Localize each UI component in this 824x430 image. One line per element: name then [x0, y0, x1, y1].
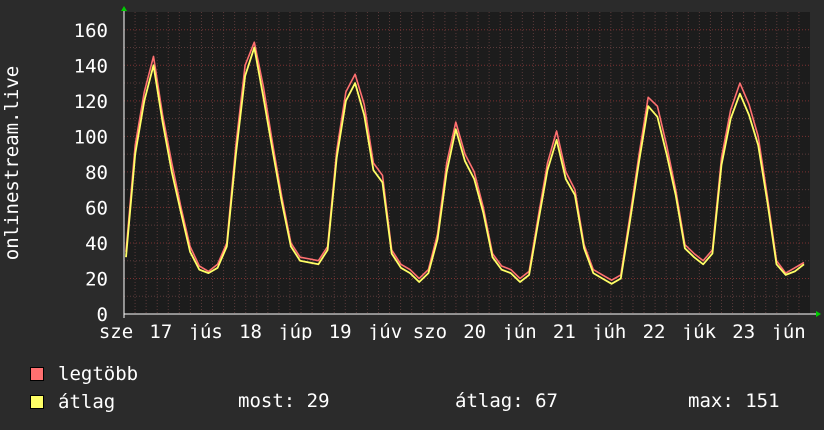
x-tick-label: 19 — [329, 321, 352, 340]
grid-lines — [124, 12, 810, 314]
y-axis-arrow — [121, 6, 127, 11]
y-tick-label: 0 — [97, 304, 108, 326]
legend-item-average: átlag — [30, 391, 115, 413]
stat-average: átlag: 67 — [455, 390, 558, 412]
y-tick-label: 20 — [85, 268, 108, 290]
y-tick-label: 120 — [74, 91, 108, 113]
x-tick-label: júv — [368, 321, 402, 340]
line-chart: 0 20 40 60 80 100 120 140 160 sze 17 jús 18 júp 19 júv… — [1, 6, 821, 340]
stat-max: max: 151 — [688, 390, 780, 412]
x-axis-arrow — [816, 311, 821, 317]
y-tick-label: 100 — [74, 126, 108, 148]
x-tick-label: 22 — [643, 321, 666, 340]
x-tick-label: júk — [682, 321, 717, 340]
x-tick-label: jús — [189, 321, 223, 340]
x-tick-label: júh — [592, 321, 626, 340]
x-tick-label: szo — [413, 321, 447, 340]
y-tick-label: 80 — [85, 162, 108, 184]
x-tick-label: 17 — [149, 321, 172, 340]
legend-swatch-average — [30, 395, 44, 409]
series-layer — [125, 41, 805, 285]
x-tick-label: jún — [502, 321, 536, 340]
legend-swatch-max — [30, 367, 44, 381]
y-tick-label: 160 — [74, 20, 108, 42]
x-tick-label: júp — [278, 321, 312, 340]
legend-item-max: legtöbb — [30, 363, 138, 385]
y-tick-label: 140 — [74, 55, 108, 77]
legend-label-max: legtöbb — [58, 363, 139, 385]
x-tick-label: 20 — [463, 321, 486, 340]
y-tick-label: 60 — [85, 197, 108, 219]
series-line-max — [125, 41, 805, 282]
axes — [121, 6, 821, 318]
legend-label-average: átlag — [58, 391, 116, 413]
y-axis-label: onlinestream.live — [1, 66, 23, 260]
stat-current: most: 29 — [238, 390, 330, 412]
x-tick-label: 21 — [553, 321, 576, 340]
x-tick-label: jún — [771, 321, 805, 340]
x-tick-label: 23 — [732, 321, 755, 340]
series-line-average — [125, 46, 805, 285]
x-tick-label: 18 — [239, 321, 262, 340]
chart-area: 0 20 40 60 80 100 120 140 160 sze 17 jús 18 júp 19 júv… — [1, 6, 821, 340]
y-tick-labels: 0 20 40 60 80 100 120 140 160 — [74, 20, 108, 326]
x-tick-labels: sze 17 jús 18 júp 19 júv szo 20 jún 21 júh 22 júk 23 jú… — [99, 321, 806, 340]
y-tick-label: 40 — [85, 233, 108, 255]
x-tick-label: sze — [99, 321, 133, 340]
